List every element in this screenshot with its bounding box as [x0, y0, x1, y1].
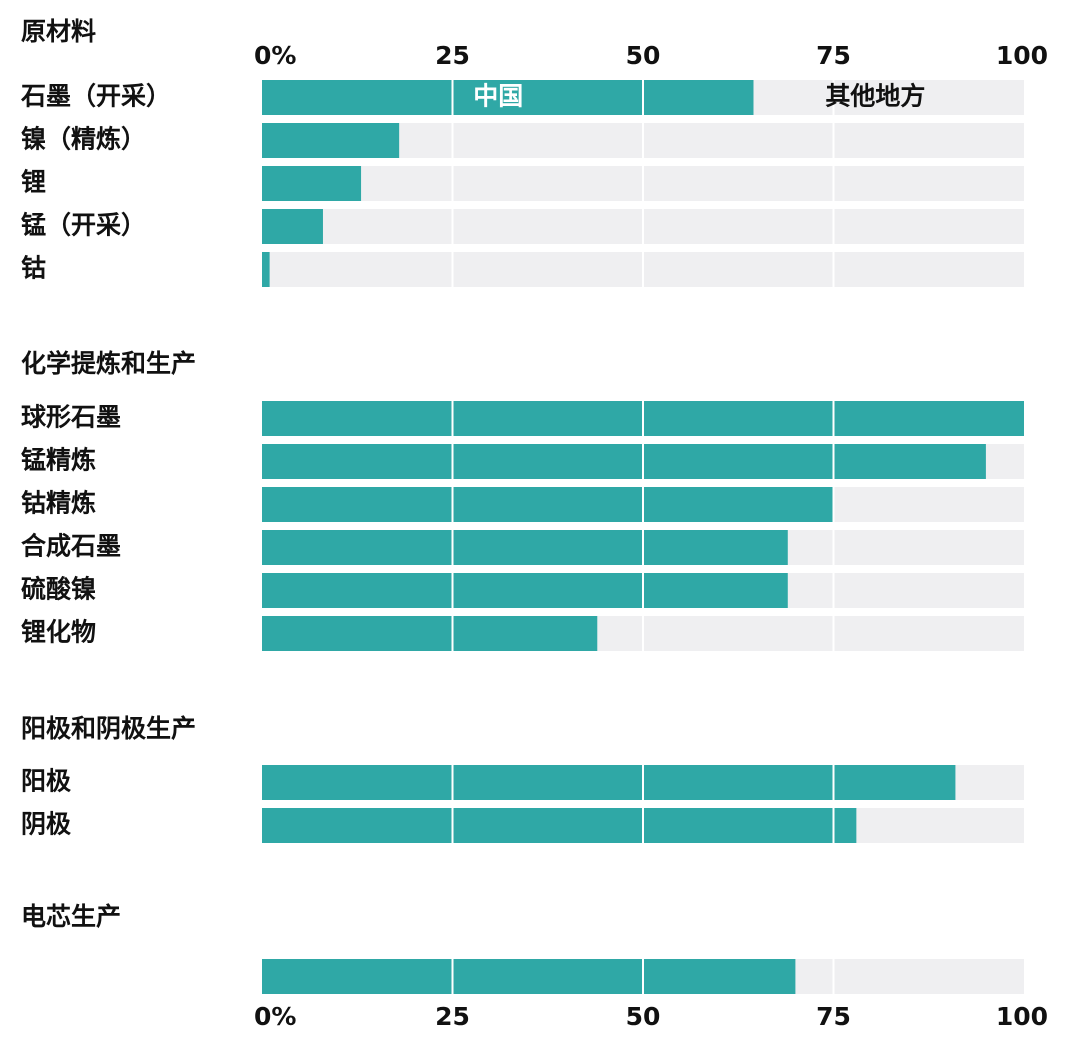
- group-title: 原材料: [21, 17, 96, 46]
- x-tick-label-top: 0%: [254, 41, 296, 70]
- bar-china: [262, 209, 323, 244]
- bar-china: [262, 808, 857, 843]
- bar-china: [262, 765, 956, 800]
- x-tick-label-bottom: 50: [626, 1002, 661, 1031]
- row-label: 锂: [21, 168, 46, 197]
- bar-china: [262, 573, 788, 608]
- bar-china: [262, 80, 754, 115]
- x-tick-label-bottom: 75: [816, 1002, 851, 1031]
- group-title: 阳极和阴极生产: [21, 714, 196, 743]
- x-tick-label-top: 50: [626, 41, 661, 70]
- row-label: 锂化物: [21, 618, 96, 647]
- row-label: 球形石墨: [21, 403, 121, 432]
- row-label: 镍（精炼）: [21, 125, 146, 154]
- legend-china-label: 中国: [473, 82, 523, 111]
- legend-rest-label: 其他地方: [825, 82, 925, 111]
- bar-china: [262, 166, 362, 201]
- row-label: 钴: [21, 254, 46, 283]
- row-label: 硫酸镍: [21, 575, 96, 604]
- row-label: 石墨（开采）: [20, 82, 171, 111]
- x-tick-label-bottom: 0%: [254, 1002, 296, 1031]
- bar-china: [262, 487, 834, 522]
- x-tick-label-top: 75: [816, 41, 851, 70]
- group-title: 化学提炼和生产: [21, 349, 196, 378]
- row-label: 阴极: [21, 810, 71, 839]
- x-tick-label-bottom: 25: [435, 1002, 470, 1031]
- row-label: 合成石墨: [21, 532, 121, 561]
- bar-china: [262, 959, 796, 994]
- x-tick-label-bottom: 100: [996, 1002, 1048, 1031]
- row-label: 阳极: [21, 767, 71, 796]
- bar-china: [262, 123, 400, 158]
- x-tick-label-top: 25: [435, 41, 470, 70]
- bar-china: [262, 444, 986, 479]
- bar-china: [262, 530, 788, 565]
- bar-china: [262, 616, 598, 651]
- x-tick-label-top: 100: [996, 41, 1048, 70]
- bar-china: [262, 252, 270, 287]
- row-label: 钴精炼: [21, 489, 96, 518]
- group-title: 电芯生产: [21, 902, 121, 931]
- row-label: 锰精炼: [21, 446, 96, 475]
- row-label: 锰（开采）: [21, 211, 146, 240]
